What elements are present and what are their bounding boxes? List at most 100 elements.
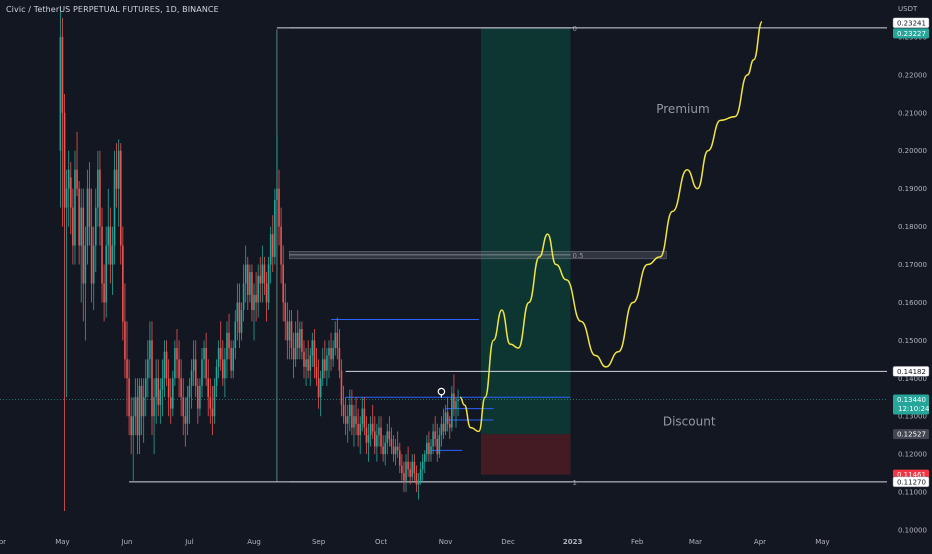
candle-body [336,332,339,348]
idea-bulb-icon [437,387,446,396]
candle-body [286,321,289,341]
candle-body [117,150,120,189]
candle-body [261,264,264,284]
candle-body [217,347,220,367]
candle-body [165,351,168,379]
candle-body [199,385,201,409]
y-tick-label: 0.10000 [898,527,927,535]
y-tick-label: 0.19000 [898,185,927,193]
candle-body [65,188,68,208]
candle-body [172,378,174,409]
candle-body [246,264,249,295]
candle-body [359,423,362,436]
candle-body [380,427,382,447]
candle-body [432,431,434,447]
candle-body [340,370,343,405]
x-tick-label: Oct [375,538,387,546]
candle-body [392,446,395,455]
price-tag-label: 0.11461 [897,471,926,479]
candle-body [434,431,436,439]
candle-body [313,340,316,367]
candle-body [288,321,291,341]
candle-body [92,245,95,284]
candle-body [326,355,328,371]
candle-body [140,385,143,417]
candle-body [355,416,357,424]
candle-body [207,378,210,398]
candle-body [401,465,403,474]
candle-body [163,351,166,379]
candle-body [284,302,287,322]
candle-body [419,469,422,481]
candle-body [388,431,391,439]
y-tick-label: 0.18000 [898,223,927,231]
candle-body [403,473,405,481]
candle-body [251,272,253,311]
price-tag-green [893,28,929,39]
candle-body [242,283,245,311]
candle-body [451,393,453,428]
candle-body [84,245,87,284]
candle-body [361,408,364,424]
x-tick-label: Jul [184,538,194,546]
candle-body [107,226,110,246]
candle-body [351,404,353,428]
candle-body [305,359,307,367]
candle-body [230,347,232,371]
chart-title: Civic / TetherUS PERPETUAL FUTURES, 1D, … [6,5,219,14]
candle-body [186,397,189,424]
candle-body [363,408,366,428]
candle-body [90,226,93,284]
candle-body [69,177,72,208]
price-tag-white [892,17,930,29]
candle-body [294,332,297,360]
candle-body [342,404,345,417]
candle-body [386,431,389,443]
candle-body [274,200,276,257]
candle-body [219,347,222,360]
candle-body [178,359,180,379]
candle-body [115,169,118,189]
candle-body [276,188,278,201]
candle-body [446,412,449,424]
candle-body [113,169,116,246]
candle-body [136,397,139,436]
candle-body [453,393,455,409]
candle-body [215,366,218,386]
candle-body [426,442,428,455]
x-tick-label: May [815,538,829,546]
x-tick-label: Feb [631,538,644,546]
candle-body [80,207,83,246]
candle-body [174,347,176,379]
candle-body [296,332,299,348]
candle-body [253,294,255,311]
candle-body [132,416,135,436]
candle-body [423,454,426,462]
price-tag-green [893,394,929,415]
candle-body [344,416,347,424]
candle-body [157,378,160,405]
x-tick-label: Apr [0,538,6,546]
candle-body [67,169,70,189]
candle-body [278,188,280,227]
candle-body [188,385,191,398]
candle-body [376,435,378,447]
candle-body [153,397,155,417]
x-tick-label: Mar [689,538,702,546]
candle-body [213,385,216,417]
price-tag-label: 0.14182 [897,368,926,376]
candle-body [457,399,459,402]
fib-level-label: 0.5 [573,252,584,260]
candle-body [371,423,374,432]
annotation-discount: Discount [663,415,716,429]
y-tick-label: 0.13000 [898,413,927,421]
candle-body [448,423,451,428]
x-tick-label: Apr [754,538,766,546]
candle-body [99,169,101,227]
y-tick-label: 0.15000 [898,337,927,345]
candle-body [440,423,443,436]
candle-body [259,275,262,284]
candle-body [315,366,318,379]
candle-body [319,378,322,398]
